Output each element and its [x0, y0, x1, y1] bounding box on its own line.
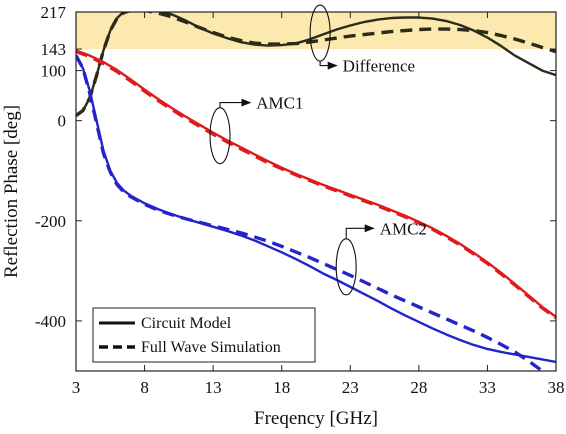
y-tick-label: -200: [35, 212, 66, 231]
y-tick-label: -400: [35, 312, 66, 331]
annotation-arrow-amc2: [345, 224, 375, 239]
x-tick-label: 23: [342, 378, 359, 397]
series-line-amc1-full-wave-simulation: [76, 49, 556, 320]
annotation-label-amc2: AMC2: [380, 219, 427, 238]
plot-frame: [75, 11, 557, 372]
x-axis-label: Freqency [GHz]: [254, 408, 378, 429]
series-line-difference-full-wave-simulation: [76, 12, 556, 118]
y-tick-label: 100: [41, 62, 67, 81]
annotation-arrow-difference: [319, 61, 338, 70]
y-tick-label: 143: [41, 40, 67, 59]
annotation-label-difference: Difference: [343, 57, 415, 76]
legend: Circuit Model Full Wave Simulation: [92, 307, 316, 363]
annotation-arrow-amc1: [219, 98, 252, 108]
annotation-layer: Difference AMC1 AMC2: [209, 4, 427, 296]
x-tick-label: 28: [410, 378, 427, 397]
legend-label-circuit-model: Circuit Model: [141, 315, 232, 332]
y-tick-label: 217: [41, 3, 67, 22]
y-axis-label: Reflection Phase [deg]: [1, 105, 22, 278]
x-tick-label: 18: [273, 378, 290, 397]
legend-label-full-wave-simulation: Full Wave Simulation: [141, 339, 281, 356]
x-tick-label: 33: [479, 378, 496, 397]
series-line-difference-circuit-model: [76, 12, 556, 117]
x-tick-label: 8: [140, 378, 149, 397]
annotation-ellipse-amc2: [335, 238, 357, 296]
y-tick-label: 0: [58, 112, 67, 131]
x-tick-label: 13: [205, 378, 222, 397]
annotation-label-amc1: AMC1: [256, 94, 303, 113]
x-tick-label: 38: [548, 378, 565, 397]
series-layer: [76, 12, 556, 371]
legend-box: [92, 307, 316, 363]
x-tick-label: 3: [72, 378, 81, 397]
series-line-amc2-full-wave-simulation: [76, 54, 544, 371]
